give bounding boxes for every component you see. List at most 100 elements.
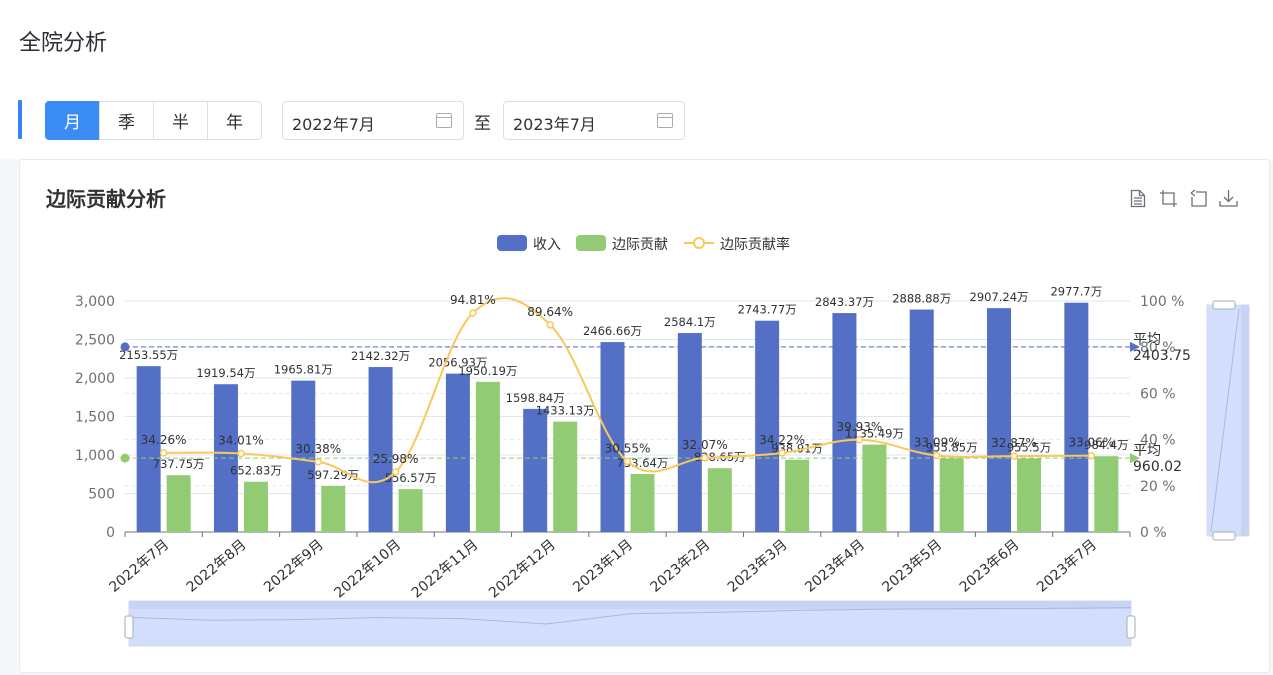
rate-point-label: 89.64%: [527, 305, 573, 319]
rate-point-label: 30.55%: [605, 441, 651, 455]
x-tick-label: 2023年2月: [648, 537, 714, 596]
rate-line: [163, 297, 1092, 484]
legend-contribution-swatch: [576, 235, 606, 251]
x-tick-label: 2023年1月: [570, 537, 636, 596]
calendar-icon: [657, 113, 673, 128]
income-bar: [523, 408, 548, 532]
income-bar-label: 2743.77万: [738, 303, 797, 317]
rate-point: [159, 449, 168, 457]
y-right-tick-label: 60 %: [1140, 386, 1176, 402]
x-tick-label: 2023年4月: [802, 537, 868, 596]
y-right-tick-label: 80 %: [1140, 340, 1176, 356]
rate-point-label: 25.98%: [373, 452, 419, 466]
rate-point-label: 33.09%: [914, 436, 960, 450]
income-bar-label: 2888.88万: [892, 292, 951, 306]
y-left-tick-label: 500: [88, 487, 115, 503]
period-quarter-button[interactable]: 季: [99, 101, 154, 140]
income-bar-label: 1965.81万: [274, 363, 333, 377]
start-date-picker[interactable]: 2022年7月: [282, 101, 464, 140]
legend-income-swatch: [497, 235, 527, 251]
x-tick-label: 2023年7月: [1034, 537, 1100, 596]
x-datazoom-top-bar: [129, 601, 1131, 609]
contribution-bar: [707, 468, 732, 532]
y-datazoom-handle-top: [1212, 300, 1236, 310]
contribution-bar: [321, 486, 346, 532]
x-tick-label: 2023年5月: [879, 537, 945, 596]
rate-point: [701, 454, 709, 462]
end-date-picker[interactable]: 2023年7月: [503, 101, 685, 140]
mark-line-label: 平均: [1133, 332, 1161, 348]
period-month-button[interactable]: 月: [45, 101, 100, 140]
contribution-bar: [785, 459, 810, 532]
rate-point: [314, 458, 323, 466]
rate-point: [237, 449, 245, 458]
legend-contribution-label: 边际贡献: [612, 237, 668, 253]
y-right-tick-label: 0 %: [1140, 525, 1167, 541]
mark-line-start-dot: [120, 342, 130, 352]
income-bar: [832, 313, 857, 532]
rate-point: [1087, 451, 1096, 460]
y-left-tick-label: 2,500: [75, 333, 115, 349]
rate-point: [778, 449, 786, 457]
income-bar-label: 2153.55万: [119, 348, 178, 362]
rate-point-label: 34.01%: [218, 433, 264, 447]
rate-point-label: 33.06%: [1068, 436, 1114, 450]
contribution-bar: [166, 475, 191, 532]
x-tick-label: 2023年3月: [725, 537, 791, 596]
period-segmented-control: 月 季 半 年: [45, 101, 262, 140]
rate-point-label: 30.38%: [295, 442, 341, 456]
income-bar-label: 2843.37万: [815, 295, 874, 309]
period-year-button[interactable]: 年: [207, 101, 262, 140]
y-left-tick-label: 2,000: [75, 371, 115, 387]
contribution-bar: [553, 421, 578, 532]
income-bar: [368, 367, 393, 532]
download-icon[interactable]: [1218, 187, 1238, 209]
x-tick-label: 2022年11月: [409, 537, 482, 602]
rate-point: [1010, 452, 1018, 460]
x-tick-label: 2022年9月: [261, 537, 327, 596]
income-bar: [987, 308, 1012, 532]
rate-point-label: 39.93%: [837, 420, 883, 434]
x-tick-label: 2022年10月: [331, 537, 404, 602]
mark-line-arrow: [1130, 453, 1140, 464]
data-view-icon[interactable]: [1128, 187, 1148, 209]
mark-line-value: 2403.75: [1133, 348, 1191, 364]
rate-point-label: 34.22%: [759, 433, 805, 447]
chart-title: 边际贡献分析: [46, 187, 166, 211]
y-datazoom-preview-line: [1210, 308, 1240, 533]
y-left-tick-label: 0: [106, 525, 115, 541]
zoom-reset-icon[interactable]: [1188, 187, 1208, 209]
y-right-tick-label: 40 %: [1140, 433, 1176, 449]
contribution-bar: [939, 458, 964, 532]
x-datazoom-handle-left: [124, 615, 134, 639]
page-header: 全院分析: [0, 0, 1273, 81]
contribution-bar: [243, 481, 268, 532]
rate-point: [469, 309, 477, 317]
period-half-button[interactable]: 半: [153, 101, 208, 140]
accent-bar: [18, 100, 22, 139]
x-datazoom-preview-line: [128, 607, 1132, 625]
contribution-bar-label: 1433.13万: [536, 404, 595, 418]
income-bar: [677, 333, 702, 532]
x-tick-label: 2022年8月: [184, 537, 250, 596]
income-bar: [445, 373, 470, 532]
y-left-tick-label: 1,500: [75, 410, 115, 426]
mark-line-arrow: [1130, 341, 1140, 352]
contribution-bar-label: 955.5万: [1007, 440, 1051, 454]
y-datazoom-side-bar: [1241, 305, 1249, 536]
calendar-icon: [436, 113, 452, 128]
income-bar: [755, 320, 780, 532]
zoom-icon[interactable]: [1158, 187, 1178, 209]
contribution-bar: [862, 444, 887, 532]
x-datazoom-handle-right: [1126, 615, 1136, 639]
contribution-bar: [1094, 456, 1119, 532]
rate-point-label: 34.26%: [141, 433, 187, 447]
end-date-value: 2023年7月: [513, 115, 596, 134]
chart-toolbox: [1128, 187, 1238, 209]
income-bar-label: 2907.24万: [970, 290, 1029, 304]
rate-point: [546, 321, 554, 329]
contribution-bar: [1017, 458, 1042, 532]
contribution-bar-label: 1950.19万: [458, 364, 517, 378]
x-tick-label: 2022年12月: [486, 537, 559, 602]
